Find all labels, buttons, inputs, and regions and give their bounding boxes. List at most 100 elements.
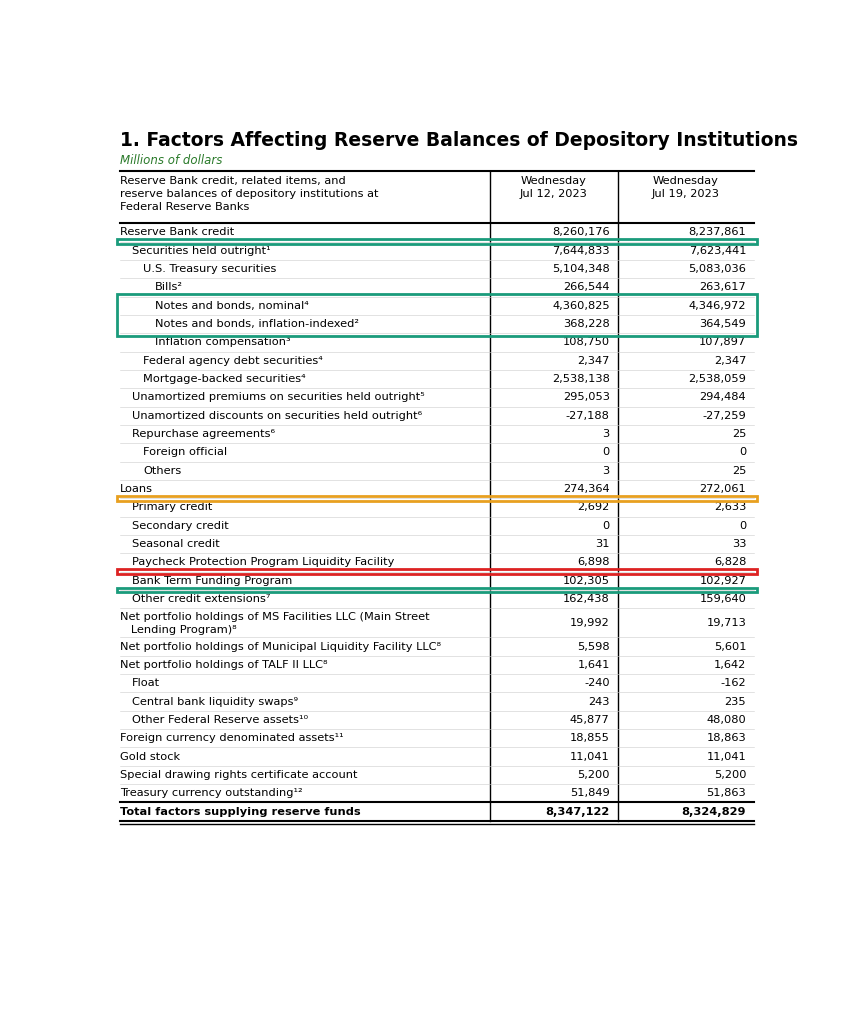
Text: 7,623,441: 7,623,441 — [689, 245, 746, 256]
Text: 11,041: 11,041 — [706, 751, 746, 762]
Text: 1,642: 1,642 — [714, 660, 746, 670]
Text: 263,617: 263,617 — [700, 283, 746, 292]
Text: Others: Others — [143, 465, 181, 476]
Bar — [117, 294, 757, 336]
Text: 2,633: 2,633 — [714, 502, 746, 512]
Text: 18,863: 18,863 — [706, 733, 746, 743]
Bar — [117, 587, 757, 592]
Text: 364,549: 364,549 — [700, 319, 746, 330]
Text: Other Federal Reserve assets¹⁰: Other Federal Reserve assets¹⁰ — [131, 715, 308, 725]
Text: 235: 235 — [724, 697, 746, 707]
Bar — [117, 239, 757, 244]
Text: Net portfolio holdings of Municipal Liquidity Facility LLC⁸: Net portfolio holdings of Municipal Liqu… — [120, 642, 441, 652]
Text: 2,538,138: 2,538,138 — [552, 374, 610, 384]
Text: 108,750: 108,750 — [562, 338, 610, 348]
Text: 51,849: 51,849 — [570, 788, 610, 798]
Text: 48,080: 48,080 — [706, 715, 746, 725]
Text: 0: 0 — [602, 447, 610, 457]
Text: 25: 25 — [732, 465, 746, 476]
Text: 368,228: 368,228 — [563, 319, 610, 330]
Text: 295,053: 295,053 — [563, 392, 610, 403]
Text: Bank Term Funding Program: Bank Term Funding Program — [131, 576, 292, 586]
Text: Seasonal credit: Seasonal credit — [131, 539, 220, 549]
Text: Millions of dollars: Millions of dollars — [120, 154, 222, 167]
Text: Federal agency debt securities⁴: Federal agency debt securities⁴ — [143, 356, 323, 366]
Text: Inflation compensation³: Inflation compensation³ — [155, 338, 291, 348]
Text: 4,360,825: 4,360,825 — [552, 301, 610, 310]
Text: Secondary credit: Secondary credit — [131, 521, 228, 530]
Bar — [117, 496, 757, 501]
Text: 31: 31 — [595, 539, 610, 549]
Text: Other credit extensions⁷: Other credit extensions⁷ — [131, 594, 270, 604]
Text: -27,259: -27,259 — [702, 411, 746, 421]
Text: -162: -162 — [721, 678, 746, 689]
Text: Unamortized discounts on securities held outright⁶: Unamortized discounts on securities held… — [131, 411, 421, 421]
Text: 2,692: 2,692 — [577, 502, 610, 512]
Text: Loans: Loans — [120, 484, 153, 494]
Text: 3: 3 — [602, 465, 610, 476]
Text: Reserve Bank credit: Reserve Bank credit — [120, 227, 234, 237]
Text: Wednesday
Jul 19, 2023: Wednesday Jul 19, 2023 — [652, 175, 720, 199]
Text: Repurchase agreements⁶: Repurchase agreements⁶ — [131, 429, 275, 439]
Text: 4,346,972: 4,346,972 — [689, 301, 746, 310]
Text: 8,324,829: 8,324,829 — [682, 806, 746, 816]
Text: 102,305: 102,305 — [563, 576, 610, 586]
Text: 8,347,122: 8,347,122 — [545, 806, 610, 816]
Bar — [117, 569, 757, 574]
Text: Central bank liquidity swaps⁹: Central bank liquidity swaps⁹ — [131, 697, 298, 707]
Text: 19,713: 19,713 — [706, 618, 746, 628]
Text: Wednesday
Jul 12, 2023: Wednesday Jul 12, 2023 — [520, 175, 588, 199]
Text: Notes and bonds, nominal⁴: Notes and bonds, nominal⁴ — [155, 301, 309, 310]
Text: Special drawing rights certificate account: Special drawing rights certificate accou… — [120, 770, 358, 780]
Text: Bills²: Bills² — [155, 283, 183, 292]
Text: Foreign official: Foreign official — [143, 447, 227, 457]
Text: 2,347: 2,347 — [714, 356, 746, 366]
Text: 51,863: 51,863 — [706, 788, 746, 798]
Text: 2,347: 2,347 — [577, 356, 610, 366]
Text: Securities held outright¹: Securities held outright¹ — [131, 245, 271, 256]
Text: 1. Factors Affecting Reserve Balances of Depository Institutions: 1. Factors Affecting Reserve Balances of… — [120, 131, 798, 150]
Text: Unamortized premiums on securities held outright⁵: Unamortized premiums on securities held … — [131, 392, 424, 403]
Text: Primary credit: Primary credit — [131, 502, 212, 512]
Text: 5,200: 5,200 — [577, 770, 610, 780]
Text: Mortgage-backed securities⁴: Mortgage-backed securities⁴ — [143, 374, 306, 384]
Text: 0: 0 — [602, 521, 610, 530]
Text: 3: 3 — [602, 429, 610, 439]
Text: 0: 0 — [739, 521, 746, 530]
Text: 162,438: 162,438 — [563, 594, 610, 604]
Text: 18,855: 18,855 — [570, 733, 610, 743]
Text: 8,237,861: 8,237,861 — [689, 227, 746, 237]
Text: 0: 0 — [739, 447, 746, 457]
Text: 294,484: 294,484 — [700, 392, 746, 403]
Text: 8,260,176: 8,260,176 — [552, 227, 610, 237]
Text: 159,640: 159,640 — [700, 594, 746, 604]
Text: 6,898: 6,898 — [577, 558, 610, 568]
Text: 266,544: 266,544 — [563, 283, 610, 292]
Text: 6,828: 6,828 — [714, 558, 746, 568]
Text: 102,927: 102,927 — [700, 576, 746, 586]
Text: 5,601: 5,601 — [714, 642, 746, 652]
Text: -27,188: -27,188 — [566, 411, 610, 421]
Text: U.S. Treasury securities: U.S. Treasury securities — [143, 264, 276, 274]
Text: 272,061: 272,061 — [700, 484, 746, 494]
Text: Treasury currency outstanding¹²: Treasury currency outstanding¹² — [120, 788, 303, 798]
Text: 19,992: 19,992 — [570, 618, 610, 628]
Text: Net portfolio holdings of MS Facilities LLC (Main Street
   Lending Program)⁸: Net portfolio holdings of MS Facilities … — [120, 612, 430, 635]
Text: -240: -240 — [584, 678, 610, 689]
Text: 5,104,348: 5,104,348 — [552, 264, 610, 274]
Text: 45,877: 45,877 — [570, 715, 610, 725]
Text: 11,041: 11,041 — [570, 751, 610, 762]
Text: Total factors supplying reserve funds: Total factors supplying reserve funds — [120, 806, 360, 816]
Text: 1,641: 1,641 — [577, 660, 610, 670]
Text: 274,364: 274,364 — [563, 484, 610, 494]
Text: 107,897: 107,897 — [699, 338, 746, 348]
Text: 25: 25 — [732, 429, 746, 439]
Text: Float: Float — [131, 678, 159, 689]
Text: Reserve Bank credit, related items, and
reserve balances of depository instituti: Reserve Bank credit, related items, and … — [120, 175, 378, 212]
Text: 5,083,036: 5,083,036 — [689, 264, 746, 274]
Text: 2,538,059: 2,538,059 — [689, 374, 746, 384]
Text: Gold stock: Gold stock — [120, 751, 180, 762]
Text: Notes and bonds, inflation-indexed²: Notes and bonds, inflation-indexed² — [155, 319, 359, 330]
Text: Paycheck Protection Program Liquidity Facility: Paycheck Protection Program Liquidity Fa… — [131, 558, 394, 568]
Text: Net portfolio holdings of TALF II LLC⁸: Net portfolio holdings of TALF II LLC⁸ — [120, 660, 327, 670]
